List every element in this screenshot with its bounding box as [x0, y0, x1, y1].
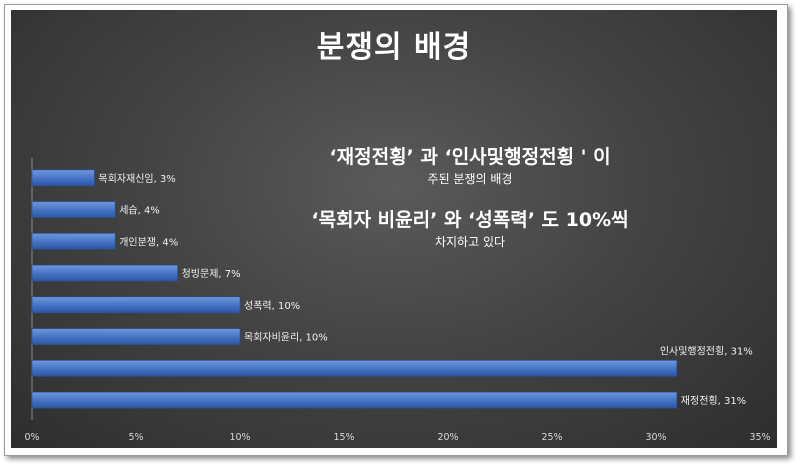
bar-data-label: 세습, 4% — [119, 205, 160, 217]
annotation-line-2: 주된 분쟁의 배경 — [427, 172, 513, 186]
x-tick-label: 30% — [645, 432, 666, 443]
x-tick-label: 15% — [333, 432, 354, 443]
bar-data-label: 성폭력, 10% — [244, 300, 300, 312]
bar-data-label: 청빙문제, 7% — [182, 268, 241, 280]
chart-title: 분쟁의 배경 — [316, 30, 472, 65]
bar-data-label: 인사및행정전횡, 31% — [660, 345, 753, 357]
x-tick-label: 25% — [541, 432, 562, 443]
bar-data-label: 개인분쟁, 4% — [119, 236, 178, 248]
bar-2 — [31, 360, 678, 377]
bar-3 — [31, 328, 241, 345]
x-tick-label: 10% — [229, 432, 250, 443]
x-tick-label: 35% — [749, 432, 770, 443]
annotation-line-1: ‘재정전횡’ 과 ‘인사및행정전횡 ' 이 — [329, 146, 611, 168]
bar-7 — [31, 201, 116, 218]
annotation-line-4: 차지하고 있다 — [434, 235, 506, 249]
bar-1 — [31, 391, 678, 409]
bar-data-label: 목회자비윤리, 10% — [244, 332, 328, 344]
bar-8 — [31, 169, 95, 187]
bar-6 — [31, 233, 116, 250]
bar-data-label: 재정전횡, 31% — [681, 395, 746, 407]
x-tick-label: 20% — [437, 432, 458, 443]
bar-4 — [31, 296, 241, 314]
bar-5 — [31, 264, 178, 282]
x-tick-label: 0% — [24, 432, 39, 443]
x-tick-label: 5% — [128, 432, 143, 443]
annotation-line-3: ‘목회자 비윤리’ 와 ‘성폭력’ 도 10%씩 — [311, 209, 629, 231]
bar-data-label: 목회자재신임, 3% — [98, 172, 175, 185]
